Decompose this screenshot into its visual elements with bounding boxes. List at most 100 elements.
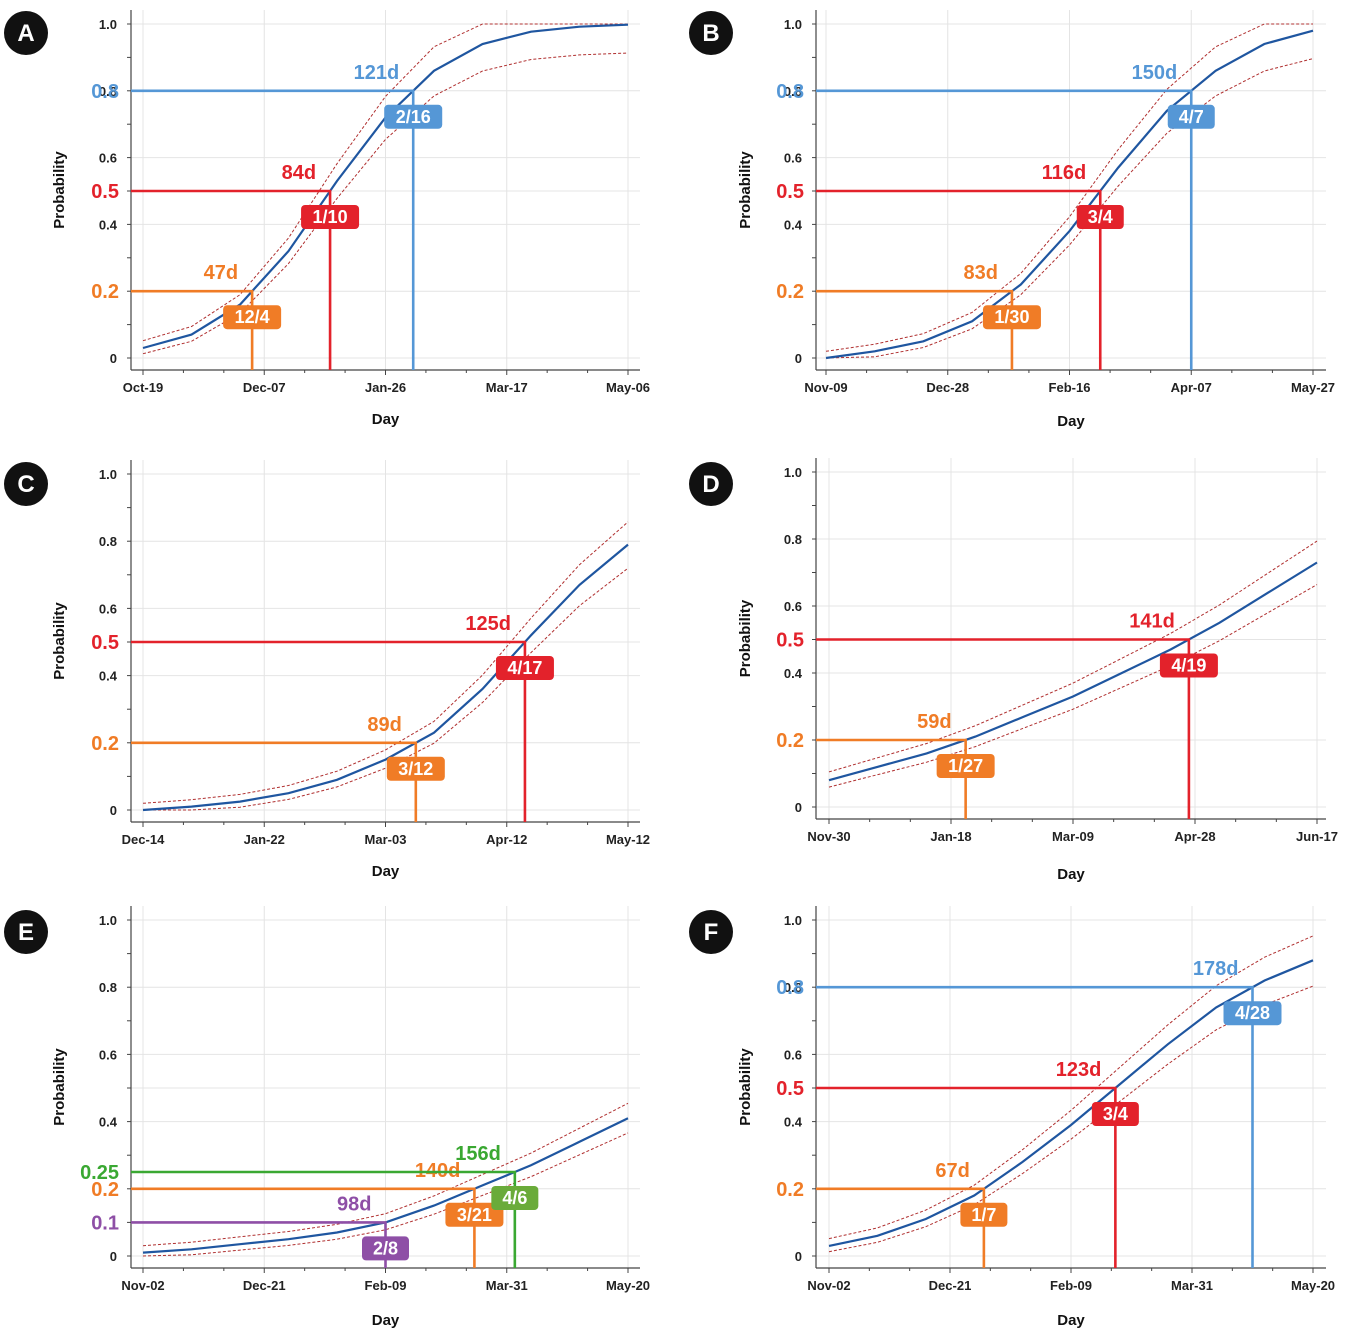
- threshold-date-box: [960, 1202, 1008, 1227]
- threshold-prob-label: 0.1: [91, 1212, 119, 1234]
- threshold-prob-label: 0.2: [776, 1179, 804, 1201]
- y-tick-label: 0.8: [784, 980, 802, 995]
- y-tick-label: 0.6: [99, 1047, 117, 1062]
- threshold-days-label: 89d: [367, 714, 401, 736]
- ci-upper-line: [828, 935, 1314, 1240]
- threshold-days-label: 125d: [465, 613, 511, 635]
- threshold-days-label: 156d: [455, 1143, 501, 1165]
- panel-letter-badge: [4, 11, 48, 55]
- y-tick-label: 0.6: [784, 1047, 802, 1062]
- threshold-prob-label: 0.2: [776, 730, 804, 752]
- threshold-days-label: 59d: [917, 711, 951, 733]
- threshold-days-label: 84d: [282, 162, 316, 184]
- chart-panel-f: F Nov-02 Dec-21 Feb-09 Mar-31 May-20 0 0.4 0.6 0.…: [689, 906, 1335, 1329]
- y-tick-label: 0.8: [99, 84, 117, 99]
- ci-lower-line: [142, 1132, 629, 1257]
- threshold-date-box: [386, 756, 445, 781]
- panel-letter-badge: [689, 462, 733, 506]
- y-axis-title: Probability: [51, 602, 68, 680]
- ci-lower-line: [825, 58, 1314, 359]
- x-tick-label: Dec-07: [243, 380, 286, 395]
- x-tick-label: Feb-16: [1049, 380, 1091, 395]
- ci-upper-line: [142, 23, 628, 342]
- x-tick-label: Mar-31: [486, 1278, 528, 1293]
- threshold-date-label: 4/6: [502, 1188, 527, 1208]
- y-tick-label: 0.4: [784, 1115, 803, 1130]
- y-axis-title: Probability: [51, 1048, 68, 1126]
- y-tick-label: 0: [795, 1249, 802, 1264]
- x-tick-label: Nov-09: [804, 380, 847, 395]
- threshold-prob-label: 0.8: [91, 81, 119, 103]
- panel-letter: D: [702, 471, 719, 498]
- threshold-prob-label: 0.2: [91, 733, 119, 755]
- panel-letter: B: [702, 20, 719, 47]
- threshold-date-box: [445, 1202, 504, 1227]
- probability-curve: [828, 959, 1314, 1247]
- threshold-date-box: [491, 1186, 539, 1210]
- threshold-date-box: [1223, 1001, 1282, 1026]
- threshold-date-box: [1076, 205, 1124, 229]
- threshold-date-box: [1167, 104, 1215, 129]
- chart-panel-d: D Nov-30 Jan-18 Mar-09 Apr-28 Jun-17 0 0.4 0.6 0.…: [689, 458, 1338, 883]
- threshold-line: [131, 89, 415, 370]
- panel-letter: C: [17, 471, 34, 498]
- x-tick-label: Mar-17: [486, 380, 528, 395]
- threshold-date-label: 2/16: [396, 107, 431, 127]
- threshold-date-label: 2/8: [373, 1238, 398, 1258]
- threshold-date-label: 1/10: [313, 207, 348, 227]
- x-tick-label: May-20: [606, 1278, 650, 1293]
- ci-upper-line: [825, 23, 1313, 352]
- x-axis-title: Day: [1057, 866, 1085, 883]
- panel-letter: F: [704, 919, 719, 946]
- threshold-prob-label: 0.25: [80, 1162, 119, 1184]
- threshold-prob-label: 0.2: [91, 281, 119, 303]
- threshold-line: [816, 985, 1254, 1268]
- threshold-date-box: [301, 205, 360, 229]
- threshold-prob-label: 0.5: [776, 181, 804, 203]
- ci-upper-line: [828, 540, 1318, 773]
- threshold-date-label: 4/17: [507, 658, 542, 678]
- y-tick-label: 0.8: [784, 84, 802, 99]
- x-tick-label: May-27: [1291, 380, 1335, 395]
- y-tick-label: 0: [110, 803, 117, 818]
- threshold-line: [816, 89, 1193, 370]
- x-tick-label: Apr-12: [486, 832, 527, 847]
- y-tick-label: 1.0: [99, 913, 117, 928]
- threshold-line: [816, 189, 1102, 370]
- y-tick-label: 0.6: [99, 151, 117, 166]
- y-axis-title: Probability: [737, 599, 754, 677]
- threshold-date-label: 1/30: [994, 307, 1029, 327]
- x-tick-label: Mar-03: [365, 832, 407, 847]
- threshold-date-box: [223, 305, 282, 330]
- y-tick-label: 0.6: [784, 151, 802, 166]
- y-tick-label: 0.4: [99, 1115, 118, 1130]
- y-tick-label: 0.8: [784, 532, 802, 547]
- threshold-line: [131, 189, 332, 370]
- threshold-line: [131, 640, 527, 822]
- threshold-date-box: [384, 104, 443, 129]
- x-axis-title: Day: [372, 411, 400, 428]
- x-tick-label: Nov-02: [121, 1278, 164, 1293]
- threshold-days-label: 83d: [963, 262, 997, 284]
- threshold-prob-label: 0.5: [91, 632, 119, 654]
- threshold-date-label: 12/4: [235, 307, 270, 327]
- y-tick-label: 0.8: [99, 534, 117, 549]
- threshold-date-label: 3/4: [1103, 1104, 1128, 1124]
- y-tick-label: 0.6: [99, 601, 117, 616]
- threshold-date-box: [1091, 1102, 1139, 1126]
- threshold-prob-label: 0.5: [91, 181, 119, 203]
- threshold-prob-label: 0.2: [91, 1179, 119, 1201]
- threshold-prob-label: 0.5: [776, 1078, 804, 1100]
- y-tick-label: 1.0: [99, 467, 117, 482]
- threshold-prob-label: 0.8: [776, 81, 804, 103]
- threshold-date-label: 4/7: [1179, 107, 1204, 127]
- threshold-prob-label: 0.8: [776, 977, 804, 999]
- ci-lower-line: [828, 584, 1318, 788]
- panel-letter: A: [17, 20, 34, 47]
- threshold-line: [131, 1170, 517, 1268]
- threshold-days-label: 123d: [1056, 1059, 1102, 1081]
- threshold-days-label: 116d: [1042, 162, 1086, 184]
- chart-panel-b: B Nov-09 Dec-28 Feb-16 Apr-07 May-27 0 0.4 0.6 0.…: [689, 10, 1335, 430]
- y-tick-label: 0.8: [99, 980, 117, 995]
